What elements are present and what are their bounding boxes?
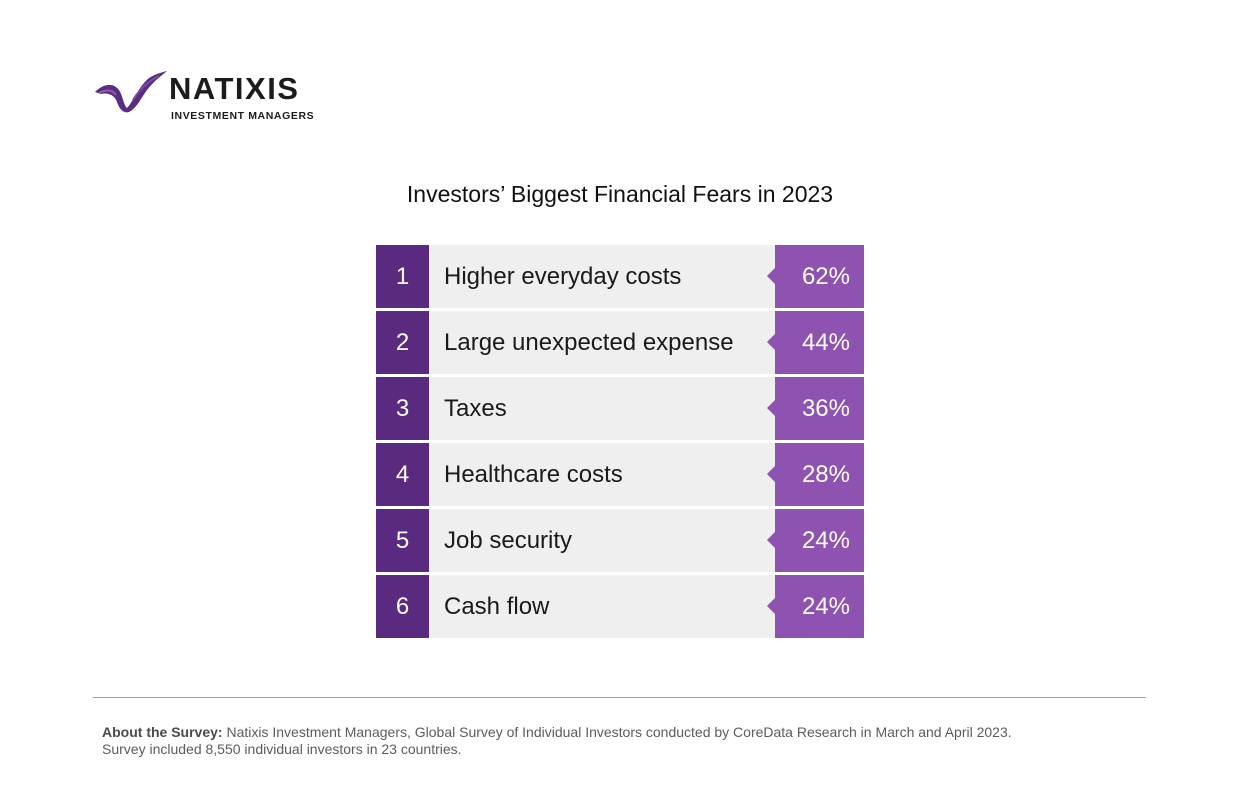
logo-subtitle: INVESTMENT MANAGERS (171, 110, 315, 122)
fear-label: Large unexpected expense (429, 311, 775, 374)
footnote-heading: About the Survey: (102, 724, 223, 740)
percentage-text: 62% (801, 263, 850, 290)
chart-title: Investors’ Biggest Financial Fears in 20… (406, 181, 834, 207)
list-row: 2 Large unexpected expense 44% (376, 311, 864, 374)
list-row: 6 Cash flow 24% (376, 575, 864, 638)
footer-divider (93, 697, 1146, 698)
percentage-text: 36% (801, 395, 850, 422)
fear-label: Healthcare costs (429, 443, 775, 506)
value-pointer-icon (767, 532, 775, 548)
footnote-line-1: Natixis Investment Managers, Global Surv… (226, 724, 1012, 740)
percentage-value: 24% (767, 509, 864, 572)
footnote-line-2: Survey included 8,550 individual investo… (102, 741, 462, 757)
value-pointer-icon (767, 598, 775, 614)
percentage-value: 36% (767, 377, 864, 440)
fear-label: Cash flow (429, 575, 775, 638)
percentage-text: 24% (801, 527, 850, 554)
natixis-logo: NATIXIS INVESTMENT MANAGERS (93, 66, 353, 126)
fear-label: Higher everyday costs (429, 245, 775, 308)
percentage-value: 62% (767, 245, 864, 308)
percentage-value: 28% (767, 443, 864, 506)
fear-label: Taxes (429, 377, 775, 440)
percentage-value: 44% (767, 311, 864, 374)
rank-number: 2 (376, 311, 429, 374)
rank-number: 5 (376, 509, 429, 572)
value-pointer-icon (767, 466, 775, 482)
value-pointer-icon (767, 334, 775, 350)
survey-footnote: About the Survey: Natixis Investment Man… (102, 724, 1102, 758)
list-row: 3 Taxes 36% (376, 377, 864, 440)
percentage-value: 24% (767, 575, 864, 638)
value-pointer-icon (767, 400, 775, 416)
logo-wordmark: NATIXIS (169, 71, 300, 106)
value-pointer-icon (767, 268, 775, 284)
list-row: 4 Healthcare costs 28% (376, 443, 864, 506)
percentage-text: 44% (801, 329, 850, 356)
rank-number: 4 (376, 443, 429, 506)
list-row: 5 Job security 24% (376, 509, 864, 572)
percentage-text: 24% (801, 593, 850, 620)
rank-number: 1 (376, 245, 429, 308)
ranked-fears-list: 1 Higher everyday costs 62% 2 Large unexpect… (376, 245, 864, 641)
rank-number: 3 (376, 377, 429, 440)
natixis-brushstroke-icon (95, 71, 167, 113)
fear-label: Job security (429, 509, 775, 572)
list-row: 1 Higher everyday costs 62% (376, 245, 864, 308)
percentage-text: 28% (801, 461, 850, 488)
rank-number: 6 (376, 575, 429, 638)
